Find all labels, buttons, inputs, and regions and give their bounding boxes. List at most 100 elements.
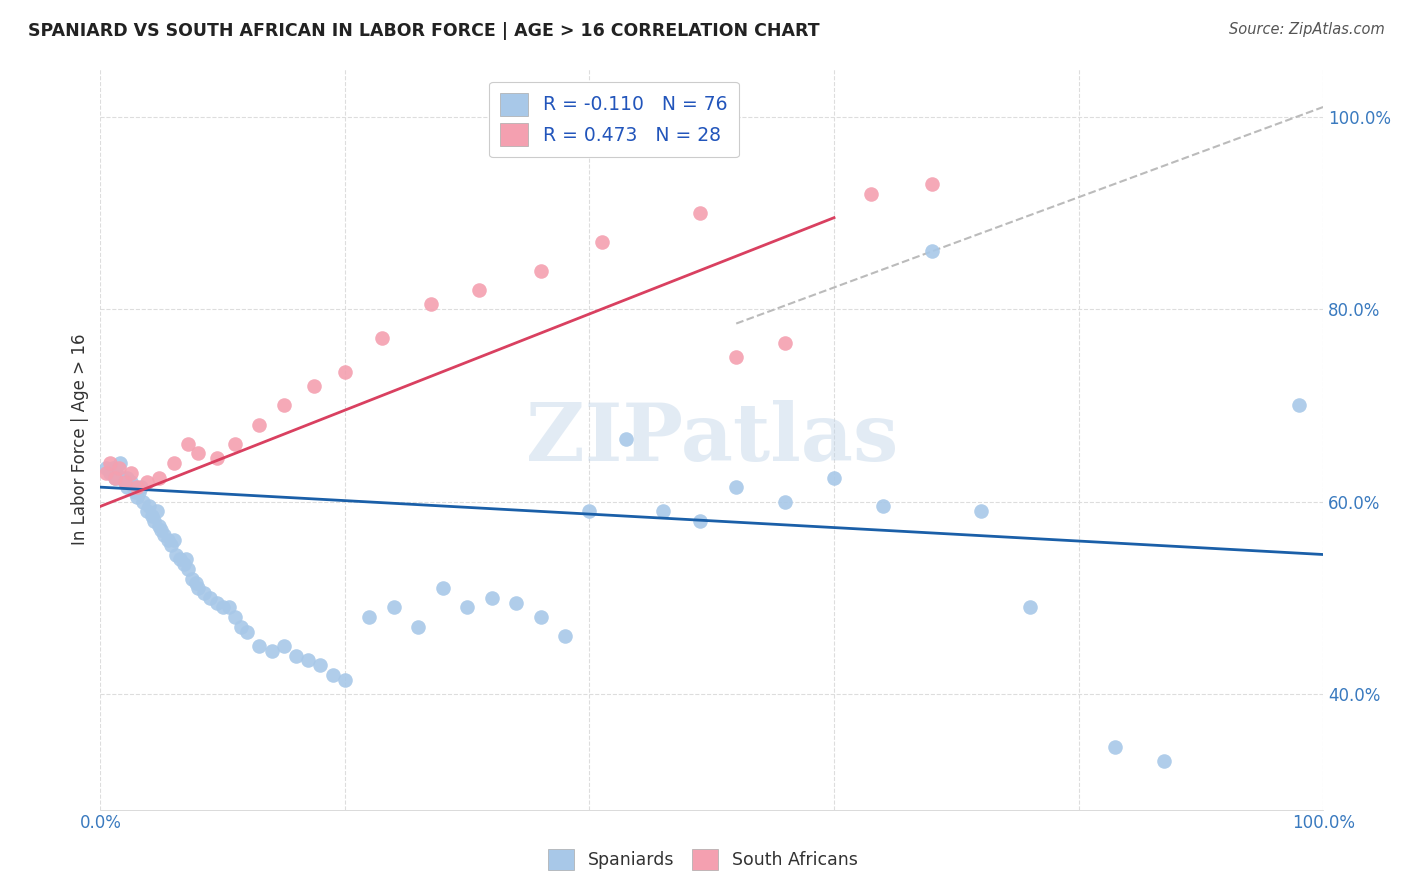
Point xyxy=(169,552,191,566)
Text: ZIPatlas: ZIPatlas xyxy=(526,400,898,478)
Point xyxy=(322,668,344,682)
Point xyxy=(1018,600,1040,615)
Text: Source: ZipAtlas.com: Source: ZipAtlas.com xyxy=(1229,22,1385,37)
Point xyxy=(419,297,441,311)
Point xyxy=(187,446,209,460)
Point xyxy=(285,648,308,663)
Point xyxy=(184,576,207,591)
Point xyxy=(689,514,711,528)
Point xyxy=(468,283,491,297)
Point xyxy=(156,533,179,547)
Point xyxy=(122,480,145,494)
Point xyxy=(105,466,128,480)
Point xyxy=(120,466,142,480)
Point xyxy=(108,456,131,470)
Point xyxy=(205,596,228,610)
Point xyxy=(141,508,163,523)
Point xyxy=(578,504,600,518)
Point xyxy=(111,470,134,484)
Point xyxy=(125,480,148,494)
Point xyxy=(1153,755,1175,769)
Point xyxy=(1104,739,1126,754)
Point xyxy=(135,504,157,518)
Point xyxy=(96,461,118,475)
Text: SPANIARD VS SOUTH AFRICAN IN LABOR FORCE | AGE > 16 CORRELATION CHART: SPANIARD VS SOUTH AFRICAN IN LABOR FORCE… xyxy=(28,22,820,40)
Point xyxy=(481,591,503,605)
Point xyxy=(117,470,139,484)
Point xyxy=(1288,398,1310,412)
Point xyxy=(773,494,796,508)
Legend: R = -0.110   N = 76, R = 0.473   N = 28: R = -0.110 N = 76, R = 0.473 N = 28 xyxy=(489,81,740,157)
Point xyxy=(129,480,152,494)
Point xyxy=(160,538,183,552)
Point xyxy=(98,466,121,480)
Point xyxy=(200,591,222,605)
Point xyxy=(529,610,551,624)
Point xyxy=(181,572,204,586)
Point xyxy=(143,514,166,528)
Point xyxy=(104,470,127,484)
Point xyxy=(124,485,146,500)
Point xyxy=(823,470,845,484)
Point xyxy=(128,485,150,500)
Point xyxy=(125,490,148,504)
Point xyxy=(304,379,326,393)
Point xyxy=(872,500,894,514)
Point xyxy=(187,581,209,595)
Point xyxy=(456,600,478,615)
Point xyxy=(218,600,240,615)
Point xyxy=(333,673,356,687)
Point xyxy=(177,437,200,451)
Legend: Spaniards, South Africans: Spaniards, South Africans xyxy=(540,840,866,879)
Point xyxy=(359,610,381,624)
Point xyxy=(148,518,170,533)
Point xyxy=(98,456,121,470)
Point xyxy=(432,581,454,595)
Point xyxy=(205,451,228,466)
Point xyxy=(921,177,943,191)
Point xyxy=(333,365,356,379)
Point xyxy=(309,658,332,673)
Point xyxy=(236,624,259,639)
Point xyxy=(725,480,748,494)
Point xyxy=(165,548,187,562)
Point xyxy=(101,461,124,475)
Point xyxy=(370,331,392,345)
Point xyxy=(107,470,129,484)
Point xyxy=(273,639,295,653)
Point xyxy=(114,475,136,490)
Point xyxy=(104,470,127,484)
Point xyxy=(150,524,173,538)
Point xyxy=(297,653,319,667)
Point xyxy=(406,620,429,634)
Point xyxy=(260,644,283,658)
Point xyxy=(145,504,167,518)
Point xyxy=(725,350,748,364)
Point xyxy=(114,475,136,490)
Point xyxy=(970,504,993,518)
Point xyxy=(107,461,129,475)
Point xyxy=(120,475,142,490)
Point xyxy=(591,235,613,249)
Point xyxy=(382,600,405,615)
Point xyxy=(135,475,157,490)
Y-axis label: In Labor Force | Age > 16: In Labor Force | Age > 16 xyxy=(72,334,89,545)
Point xyxy=(859,186,882,201)
Point xyxy=(224,437,246,451)
Point xyxy=(173,557,195,571)
Point xyxy=(138,500,160,514)
Point xyxy=(689,206,711,220)
Point xyxy=(773,335,796,350)
Point xyxy=(529,263,551,277)
Point xyxy=(224,610,246,624)
Point xyxy=(193,586,215,600)
Point xyxy=(554,629,576,643)
Point xyxy=(247,639,270,653)
Point xyxy=(211,600,233,615)
Point xyxy=(117,480,139,494)
Point xyxy=(174,552,197,566)
Point xyxy=(229,620,252,634)
Point xyxy=(163,533,186,547)
Point xyxy=(148,470,170,484)
Point xyxy=(273,398,295,412)
